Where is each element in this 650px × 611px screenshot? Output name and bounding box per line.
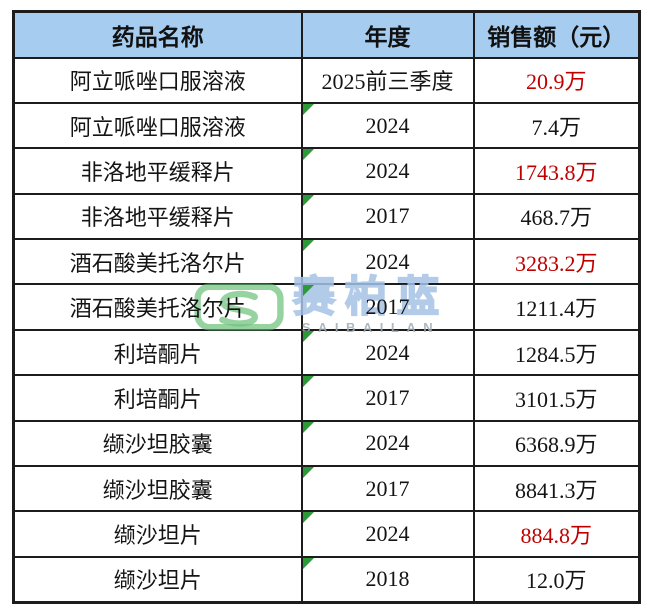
sales-cell: 8841.3万 [472, 465, 641, 513]
drug-name-cell: 利培酮片 [12, 328, 303, 377]
header-row: 药品名称 年度 销售额（元） [12, 10, 641, 59]
table-row: 缬沙坦胶囊 2017 8841.3万 [12, 465, 641, 513]
year-cell: 2024 [300, 147, 475, 195]
table-row: 酒石酸美托洛尔片 2017 1211.4万 [12, 283, 641, 331]
sales-cell: 3283.2万 [472, 238, 641, 286]
drug-name-cell: 缬沙坦胶囊 [12, 419, 303, 468]
table-row: 非洛地平缓释片 2024 1743.8万 [12, 147, 641, 195]
drug-name-cell: 酒石酸美托洛尔片 [12, 283, 303, 331]
sales-cell: 20.9万 [472, 56, 641, 104]
table-row: 缬沙坦片 2018 12.0万 [12, 555, 641, 604]
year-cell: 2024 [300, 510, 475, 558]
year-cell: 2024 [300, 238, 475, 286]
drug-sales-table: 药品名称 年度 销售额（元） 阿立哌唑口服溶液 2025前三季度 20.9万 阿… [12, 10, 641, 604]
drug-name-cell: 阿立哌唑口服溶液 [12, 101, 303, 150]
year-cell: 2017 [300, 465, 475, 513]
drug-name-cell: 缬沙坦胶囊 [12, 465, 303, 513]
table-row: 酒石酸美托洛尔片 2024 3283.2万 [12, 238, 641, 286]
year-cell: 2017 [300, 374, 475, 422]
drug-name-cell: 非洛地平缓释片 [12, 147, 303, 195]
year-cell: 2017 [300, 283, 475, 331]
year-cell: 2024 [300, 328, 475, 377]
drug-name-cell: 阿立哌唑口服溶液 [12, 56, 303, 104]
drug-name-cell: 利培酮片 [12, 374, 303, 422]
column-header-year-label: 年度 [364, 24, 411, 50]
table-row: 阿立哌唑口服溶液 2024 7.4万 [12, 101, 641, 150]
year-cell: 2024 [300, 419, 475, 468]
table-row: 利培酮片 2017 3101.5万 [12, 374, 641, 422]
table-row: 阿立哌唑口服溶液 2025前三季度 20.9万 [12, 56, 641, 104]
year-cell: 2025前三季度 [300, 56, 475, 104]
table-row: 缬沙坦胶囊 2024 6368.9万 [12, 419, 641, 468]
sales-cell: 12.0万 [472, 555, 641, 604]
column-header-year: 年度 [300, 10, 475, 59]
table-row: 非洛地平缓释片 2017 468.7万 [12, 192, 641, 241]
sales-cell: 1211.4万 [472, 283, 641, 331]
sales-cell: 3101.5万 [472, 374, 641, 422]
table-row: 缬沙坦片 2024 884.8万 [12, 510, 641, 558]
column-header-sales: 销售额（元） [472, 10, 641, 59]
column-header-drug-name: 药品名称 [12, 10, 303, 59]
drug-name-cell: 非洛地平缓释片 [12, 192, 303, 241]
year-cell: 2017 [300, 192, 475, 241]
sales-cell: 1743.8万 [472, 147, 641, 195]
sales-cell: 1284.5万 [472, 328, 641, 377]
year-cell: 2018 [300, 555, 475, 604]
drug-name-cell: 酒石酸美托洛尔片 [12, 238, 303, 286]
drug-name-cell: 缬沙坦片 [12, 510, 303, 558]
column-header-drug-name-label: 药品名称 [111, 24, 204, 50]
sales-cell: 7.4万 [472, 101, 641, 150]
sales-cell: 884.8万 [472, 510, 641, 558]
year-cell: 2024 [300, 101, 475, 150]
sales-cell: 6368.9万 [472, 419, 641, 468]
table-row: 利培酮片 2024 1284.5万 [12, 328, 641, 377]
drug-name-cell: 缬沙坦片 [12, 555, 303, 604]
sales-cell: 468.7万 [472, 192, 641, 241]
column-header-sales-label: 销售额（元） [487, 24, 626, 50]
